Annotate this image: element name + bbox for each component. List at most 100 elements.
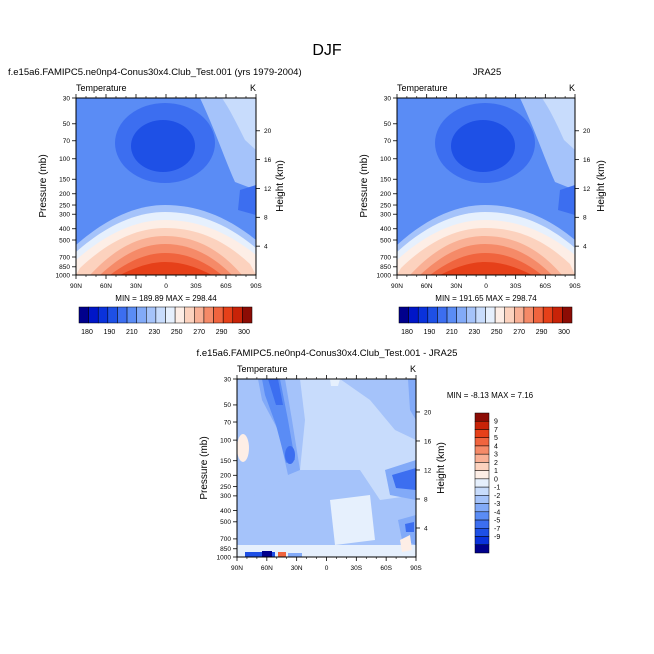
x-tick-label: 60S bbox=[380, 565, 392, 572]
x-tick-label: 30N bbox=[450, 283, 462, 290]
y-tick-label: 500 bbox=[220, 519, 231, 526]
colorbar-absolute-swatch bbox=[136, 306, 147, 324]
panel-obs-field bbox=[397, 98, 575, 275]
y-tick-label: 70 bbox=[384, 138, 392, 145]
colorbar-absolute-swatch bbox=[475, 306, 486, 324]
colorbar-difference-label: 0 bbox=[494, 476, 498, 483]
colorbar-difference-swatch bbox=[474, 478, 490, 488]
y-right-tick-label: 16 bbox=[583, 157, 591, 164]
x-tick-label: 90N bbox=[70, 283, 82, 290]
y-tick-label: 250 bbox=[380, 202, 391, 209]
colorbar-absolute-swatch bbox=[466, 306, 477, 324]
colorbar-difference-swatch bbox=[474, 503, 490, 513]
x-tick-label: 60N bbox=[421, 283, 433, 290]
y-right-tick-label: 8 bbox=[264, 215, 268, 222]
y-tick-label: 30 bbox=[63, 95, 71, 102]
y-right-tick-label: 4 bbox=[264, 243, 268, 250]
colorbar-difference-swatch bbox=[474, 429, 490, 438]
y-tick-label: 30 bbox=[224, 376, 232, 383]
x-tick-label: 30S bbox=[510, 283, 522, 290]
y-tick-label: 300 bbox=[59, 212, 70, 219]
colorbar-difference-label: -7 bbox=[494, 526, 500, 533]
y-right-tick-label: 8 bbox=[424, 496, 428, 503]
y-tick-label: 1000 bbox=[56, 272, 71, 279]
colorbar-difference-label: -2 bbox=[494, 493, 500, 500]
colorbar-difference-label: 1 bbox=[494, 468, 498, 475]
panel-obs-ylabel: Pressure (mb) bbox=[359, 154, 370, 217]
panel-model-variable: Temperature bbox=[76, 83, 127, 93]
colorbar-absolute-label: 300 bbox=[558, 329, 570, 336]
colorbar-absolute-swatch bbox=[552, 306, 563, 324]
x-tick-label: 60S bbox=[540, 283, 552, 290]
colorbar-absolute-swatch bbox=[146, 306, 157, 324]
figure-title: DJF bbox=[312, 42, 342, 59]
y-tick-label: 850 bbox=[59, 264, 70, 271]
x-tick-label: 0 bbox=[164, 283, 168, 290]
colorbar-absolute-swatch bbox=[408, 306, 419, 324]
y-right-tick-label: 20 bbox=[264, 128, 272, 135]
panel-obs-units: K bbox=[569, 83, 575, 93]
colorbar-absolute-swatch bbox=[398, 306, 409, 324]
y-tick-label: 700 bbox=[59, 254, 70, 261]
colorbar-absolute-swatch bbox=[494, 306, 505, 324]
colorbar-difference-swatch bbox=[474, 453, 490, 463]
x-tick-label: 60N bbox=[100, 283, 112, 290]
panel-obs: JRA25 Temperature K 90N 60N 30N 0 30S 60S 90S 3… bbox=[359, 67, 607, 303]
panel-model-field bbox=[76, 98, 256, 275]
colorbar-absolute-swatch bbox=[504, 306, 515, 324]
y-tick-label: 150 bbox=[380, 177, 391, 184]
colorbar-absolute-swatch bbox=[437, 306, 448, 324]
colorbar-absolute-swatch bbox=[194, 306, 205, 324]
colorbar-difference-swatch bbox=[474, 470, 490, 480]
x-tick-label: 90N bbox=[231, 565, 243, 572]
x-tick-label: 30N bbox=[130, 283, 142, 290]
colorbar-absolute-swatch bbox=[222, 306, 234, 324]
colorbar-difference-swatch bbox=[474, 462, 490, 471]
colorbar-difference-label: 2 bbox=[494, 460, 498, 467]
y-tick-label: 850 bbox=[220, 546, 231, 553]
panel-obs-stats: MIN = 191.65 MAX = 298.74 bbox=[435, 294, 537, 303]
colorbar-absolute-label: 210 bbox=[126, 329, 138, 336]
y-right-tick-label: 12 bbox=[583, 186, 591, 193]
y-tick-label: 250 bbox=[220, 484, 231, 491]
y-tick-label: 100 bbox=[59, 156, 70, 163]
colorbar-absolute-label: 180 bbox=[401, 329, 413, 336]
y-right-tick-label: 20 bbox=[583, 128, 591, 135]
y-right-tick-label: 20 bbox=[424, 409, 432, 416]
colorbar-absolute-label: 270 bbox=[513, 329, 525, 336]
colorbar-absolute-swatch bbox=[485, 306, 496, 324]
colorbar-difference-swatch bbox=[474, 528, 490, 537]
y-tick-label: 200 bbox=[380, 191, 391, 198]
panel-diff-variable: Temperature bbox=[237, 364, 288, 374]
y-right-tick-label: 16 bbox=[424, 438, 432, 445]
colorbar-absolute-label: 230 bbox=[468, 329, 480, 336]
colorbar-absolute-swatch bbox=[514, 306, 525, 324]
panel-diff-units: K bbox=[410, 364, 416, 374]
y-tick-label: 500 bbox=[59, 237, 70, 244]
colorbar-difference-label: 5 bbox=[494, 435, 498, 442]
colorbar-absolute-swatch bbox=[117, 306, 128, 324]
colorbar-absolute-swatch bbox=[174, 306, 185, 324]
colorbar-difference-label: -9 bbox=[494, 534, 500, 541]
y-tick-label: 200 bbox=[59, 191, 70, 198]
colorbar-difference-label: 7 bbox=[494, 427, 498, 434]
colorbar-absolute-swatch bbox=[155, 306, 166, 324]
y-tick-label: 50 bbox=[384, 121, 392, 128]
panel-diff-field bbox=[237, 379, 416, 557]
panel-diff-ylabel: Pressure (mb) bbox=[199, 436, 210, 499]
colorbar-absolute-swatch bbox=[456, 306, 467, 324]
colorbar-difference-swatch bbox=[474, 445, 490, 455]
y-tick-label: 150 bbox=[220, 458, 231, 465]
colorbar-absolute-swatch bbox=[213, 306, 224, 324]
y-tick-label: 70 bbox=[63, 138, 71, 145]
y-tick-label: 1000 bbox=[217, 554, 232, 561]
colorbar-difference-label: 4 bbox=[494, 443, 498, 450]
colorbar-absolute: 180 190 210 230 250 270 290 300 180 190 210 230 250 2… bbox=[78, 306, 573, 336]
colorbar-difference-label: -4 bbox=[494, 509, 500, 516]
panel-diff: f.e15a6.FAMIPC5.ne0np4-Conus30x4.Club_Te… bbox=[197, 348, 534, 572]
y-tick-label: 200 bbox=[220, 473, 231, 480]
colorbar-absolute-swatch bbox=[126, 306, 137, 324]
x-tick-label: 30S bbox=[190, 283, 202, 290]
